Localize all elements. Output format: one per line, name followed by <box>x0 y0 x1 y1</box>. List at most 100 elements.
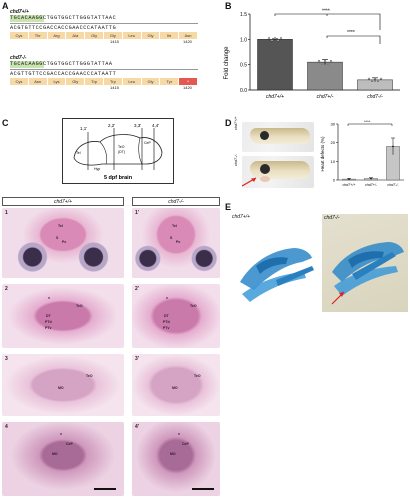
schem-label-3: 3,3' <box>134 123 141 128</box>
cartilage-drawing-wt <box>240 248 314 302</box>
panel-d-point <box>348 178 350 180</box>
red-arrow-icon <box>241 177 257 187</box>
panel-b-bar <box>307 61 343 91</box>
mut-highlight-box <box>10 61 44 68</box>
wt-aa: Gly <box>85 32 104 39</box>
histo-label: CeP <box>66 442 73 446</box>
histo-label: TeO <box>86 374 93 378</box>
mut-aa: Trp <box>85 78 104 85</box>
wt-seq-top: TGCACAAGGCTGGTGGCTTGGGTATTAAC <box>10 15 198 22</box>
panel-b-sig-top: **** <box>322 9 330 15</box>
histo-label: Pc <box>176 240 181 244</box>
panel-d-category-label: chd7+/+ <box>343 183 356 187</box>
panel-b-ytick-label: 0.5 <box>240 63 247 69</box>
panel-a-wt-block: chd7+/+ TGCACAAGGCTGGTGGCTTGGGTATTAAC AC… <box>10 9 198 45</box>
cartilage-label-wt: chd7+/+ <box>232 214 251 220</box>
wt-aa: Asn <box>179 32 198 39</box>
histo-label: Tel <box>172 224 177 228</box>
wt-aa: Arg <box>48 32 67 39</box>
panel-b-category-label: chd7+/+ <box>266 94 284 100</box>
histo-label: PTd <box>163 320 170 324</box>
wt-aa: Ala <box>66 32 86 39</box>
wt-pos-1415: 1415 <box>110 39 119 44</box>
mut-aa-row: Cys Asn Lys Gly Trp Trp Leu Gly Tyr * <box>10 78 198 85</box>
edema-region <box>260 176 270 182</box>
panel-d-letter: D <box>225 118 232 128</box>
histo-label: Pc <box>62 240 67 244</box>
mut-aa: Asn <box>29 78 48 85</box>
histo-label: v <box>60 432 62 436</box>
scale-bar <box>192 488 214 490</box>
panel-b-point <box>267 37 271 40</box>
histo-3-mut: 3' TeO MO <box>132 354 220 416</box>
panel-b-category-label: chd7-/- <box>367 94 383 100</box>
mut-seq-top: TGCACAAGGCTGGTGGCTTGGGTATTAA <box>10 61 198 68</box>
histo-1-number: 1 <box>5 210 8 216</box>
panel-d-sig-bracket <box>347 123 393 126</box>
wt-highlight-box <box>10 15 44 22</box>
panel-c-letter: C <box>2 118 9 128</box>
mut-pos-1415: 1415 <box>110 85 119 90</box>
histo-1-mut: 1' Tel S Pc <box>132 208 220 278</box>
histo-label: MO <box>52 452 58 456</box>
panel-b-point <box>373 77 377 80</box>
mut-aa: Tyr <box>160 78 180 85</box>
histo-label: Tel <box>58 224 63 228</box>
histo-label: MO <box>170 452 176 456</box>
wt-aa: Gly <box>142 32 161 39</box>
wt-aa-row: Cys Thr Arg Ala Gly Gly Leu Gly Ile Asn <box>10 32 198 39</box>
panel-e-letter: E <box>225 202 232 212</box>
histo-4p-number: 4' <box>135 424 139 430</box>
panel-b-point <box>273 37 277 40</box>
stop-codon-box: * <box>179 78 198 85</box>
panel-b-point <box>376 79 380 82</box>
brain-schematic: 1,1' 2,2' 3,3' 4,4' Tel Hyp TeO (DT) CeP… <box>62 118 174 184</box>
schematic-title: 5 dpf brain <box>104 175 133 181</box>
panel-b-sig-bracket-top <box>274 13 381 30</box>
wt-seq-top-text: TGCACAAGGCTGGTGGCTTGGGTATTAAC <box>10 15 117 21</box>
panel-d-ytick-label: 20 <box>331 140 336 145</box>
histo-label: MO <box>58 386 64 390</box>
cartilage-label-mut: chd7-/- <box>324 215 340 221</box>
histo-2-wt: 2 v TeO DT PTd PTv <box>2 284 124 348</box>
mut-aa: Gly <box>66 78 86 85</box>
panel-a-letter: A <box>2 1 9 11</box>
cartilage-photo-mut: chd7-/- <box>322 214 408 312</box>
mut-seq-bottom: ACGTTGTTCCGACCACCGAACCCATAATT <box>10 71 117 77</box>
wt-aa: Leu <box>123 32 142 39</box>
panel-b-ytick-label: 0.0 <box>240 88 247 94</box>
panel-d-ytick-label: 30 <box>331 122 336 127</box>
histo-2p-number: 2' <box>135 286 139 292</box>
schem-label-teo: TeO <box>118 145 125 149</box>
mut-aa: Leu <box>123 78 142 85</box>
histo-label: TeO <box>190 304 197 308</box>
wt-aa: Thr <box>29 32 48 39</box>
panel-b-point <box>326 62 330 65</box>
panel-b-point <box>279 37 283 40</box>
schem-label-cep: CeP <box>144 141 151 145</box>
panel-b-ylabel: Fold change <box>224 46 230 80</box>
panel-b-point <box>320 62 324 65</box>
wt-aa: Gly <box>104 32 123 39</box>
histo-4-wt: 4 v CeP MO <box>2 422 124 496</box>
histo-2-number: 2 <box>5 286 8 292</box>
brain-outline <box>73 134 163 166</box>
panel-b-point <box>367 77 371 80</box>
histo-3-wt: 3 TeO MO <box>2 354 124 416</box>
panel-b-point <box>270 39 274 42</box>
larva-photo-mut <box>242 156 314 188</box>
histo-4-number: 4 <box>5 424 8 430</box>
panel-a-mut-block: chd7-/- TGCACAAGGCTGGTGGCTTGGGTATTAA ACG… <box>10 55 198 91</box>
larva-eye <box>260 131 269 140</box>
histo-label: TeO <box>194 374 201 378</box>
histo-label: S <box>170 236 173 240</box>
mut-aa: Cys <box>10 78 29 85</box>
histo-label: TeO <box>76 304 83 308</box>
panel-d-category-label: chd7-/- <box>387 183 399 187</box>
wt-aa: Cys <box>10 32 29 39</box>
panel-d-category-label: chd7+/- <box>365 183 378 187</box>
mut-pos-1420: 1420 <box>183 85 192 90</box>
photo-label-wt: chd7+/+ <box>234 116 238 130</box>
panel-d-sig: **** <box>364 119 371 124</box>
histo-label: MO <box>172 386 178 390</box>
